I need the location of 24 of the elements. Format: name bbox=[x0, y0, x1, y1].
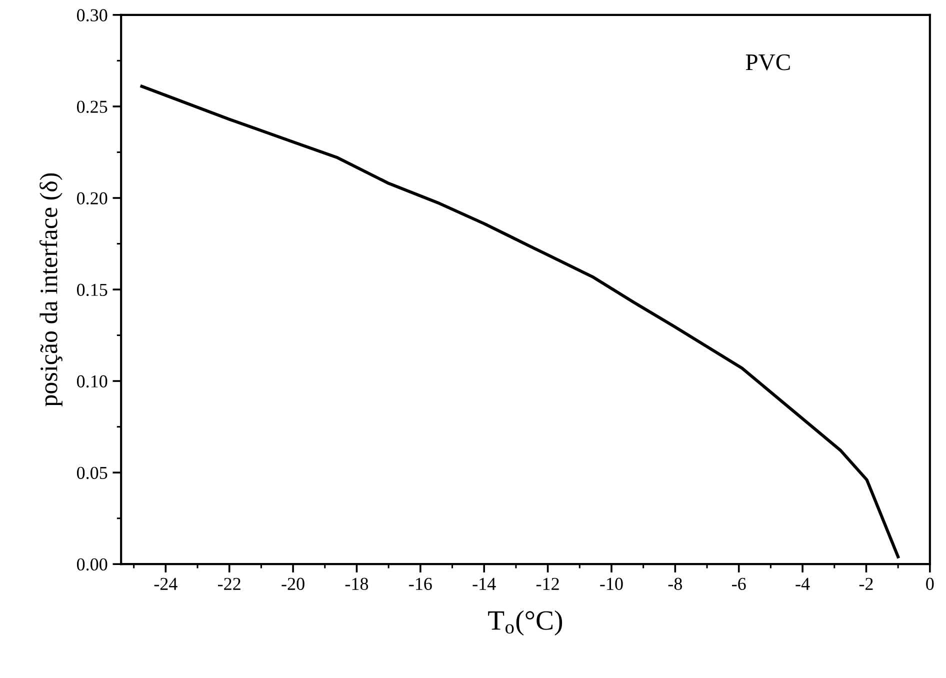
y-tick-label: 0.15 bbox=[76, 284, 108, 296]
x-tick-label: -10 bbox=[600, 578, 623, 590]
annotation: PVC bbox=[746, 54, 790, 70]
x-tick-label: -6 bbox=[732, 578, 746, 590]
y-tick-label: 0.30 bbox=[76, 9, 108, 22]
x-tick-label: -4 bbox=[796, 578, 810, 590]
x-tick-label: -20 bbox=[282, 578, 304, 590]
x-tick-label: -18 bbox=[345, 578, 368, 590]
y-tick-label: 0.00 bbox=[76, 558, 108, 571]
x-tick-label: -14 bbox=[472, 578, 496, 590]
x-tick-label: -12 bbox=[536, 578, 559, 590]
x-axis-title: T$_{o}$(°C) bbox=[488, 610, 562, 636]
y-axis-title: posição da interface (δ) bbox=[39, 173, 62, 406]
y-tick-label: 0.05 bbox=[76, 466, 108, 480]
y-tick-label: 0.25 bbox=[76, 100, 108, 113]
line-series bbox=[140, 84, 900, 558]
x-tick-label: -8 bbox=[668, 578, 682, 590]
x-tick-label: -24 bbox=[154, 578, 178, 590]
x-tick-label: -2 bbox=[859, 578, 873, 590]
x-tick-label: 0 bbox=[926, 578, 934, 590]
x-tick-label: -16 bbox=[409, 578, 432, 590]
y-tick-label: 0.10 bbox=[76, 375, 108, 388]
y-tick-label: 0.20 bbox=[76, 192, 108, 204]
x-tick-label: -22 bbox=[218, 578, 240, 590]
